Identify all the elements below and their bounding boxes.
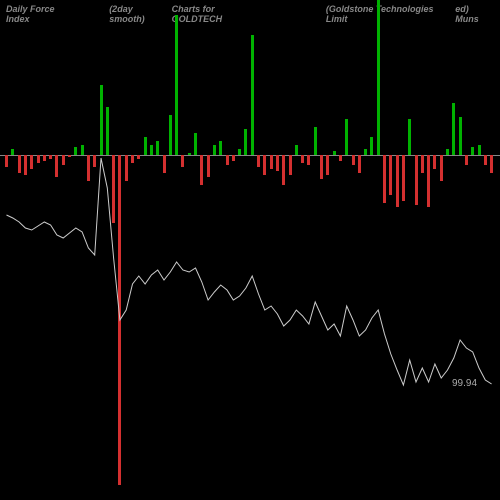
price-polyline: [7, 158, 492, 385]
chart-area: 99.94: [0, 0, 500, 500]
price-line-svg: [0, 0, 500, 500]
price-label: 99.94: [452, 378, 477, 389]
